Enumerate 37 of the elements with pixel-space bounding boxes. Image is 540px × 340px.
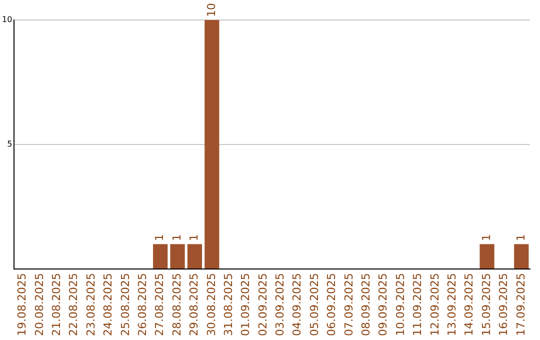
- x-tick-label: 03.09.2025: [274, 273, 287, 336]
- x-tick-label: 13.09.2025: [445, 273, 458, 336]
- x-tick-label: 20.08.2025: [32, 273, 46, 336]
- y-tick-label: 5: [7, 140, 12, 149]
- x-tick-label: 30.08.2025: [204, 273, 218, 336]
- x-tick-label: 19.08.2025: [16, 273, 29, 336]
- x-tick-label: 24.08.2025: [102, 273, 115, 336]
- x-tick-label: 14.09.2025: [462, 273, 476, 336]
- x-tick-label: 17.09.2025: [514, 273, 528, 336]
- x-tick-label: 21.08.2025: [50, 273, 64, 336]
- x-tick-label: 08.09.2025: [360, 273, 373, 336]
- x-tick-label: 22.08.2025: [67, 273, 80, 336]
- data-label: 1: [514, 234, 528, 242]
- data-label: 1: [188, 234, 201, 242]
- data-label: 1: [480, 234, 493, 242]
- x-tick-label: 09.09.2025: [376, 273, 390, 336]
- x-tick-label: 12.09.2025: [428, 273, 442, 336]
- data-label: 1: [153, 234, 166, 242]
- x-tick-label: 07.09.2025: [342, 273, 356, 336]
- x-tick-label: 26.08.2025: [136, 273, 149, 336]
- x-tick-label: 06.09.2025: [325, 273, 338, 336]
- x-tick-label: 16.09.2025: [497, 273, 510, 336]
- x-tick-label: 01.09.2025: [239, 273, 252, 336]
- x-tick-label: 23.08.2025: [84, 273, 98, 336]
- x-tick-label: 25.08.2025: [118, 273, 132, 336]
- x-tick-label: 10.09.2025: [394, 273, 407, 336]
- x-tick-label: 27.08.2025: [153, 273, 166, 336]
- x-tick-label: 05.09.2025: [308, 273, 321, 336]
- data-label: 1: [170, 234, 184, 242]
- x-tick-label: 11.09.2025: [411, 273, 424, 336]
- x-tick-label: 02.09.2025: [256, 273, 270, 336]
- x-tick-label: 04.09.2025: [290, 273, 304, 336]
- x-tick-label: 31.08.2025: [222, 273, 235, 336]
- data-label: 10: [204, 3, 218, 17]
- x-tick-label: 28.08.2025: [170, 273, 184, 336]
- x-tick-label: 29.08.2025: [188, 273, 201, 336]
- x-tick-label: 15.09.2025: [480, 273, 493, 336]
